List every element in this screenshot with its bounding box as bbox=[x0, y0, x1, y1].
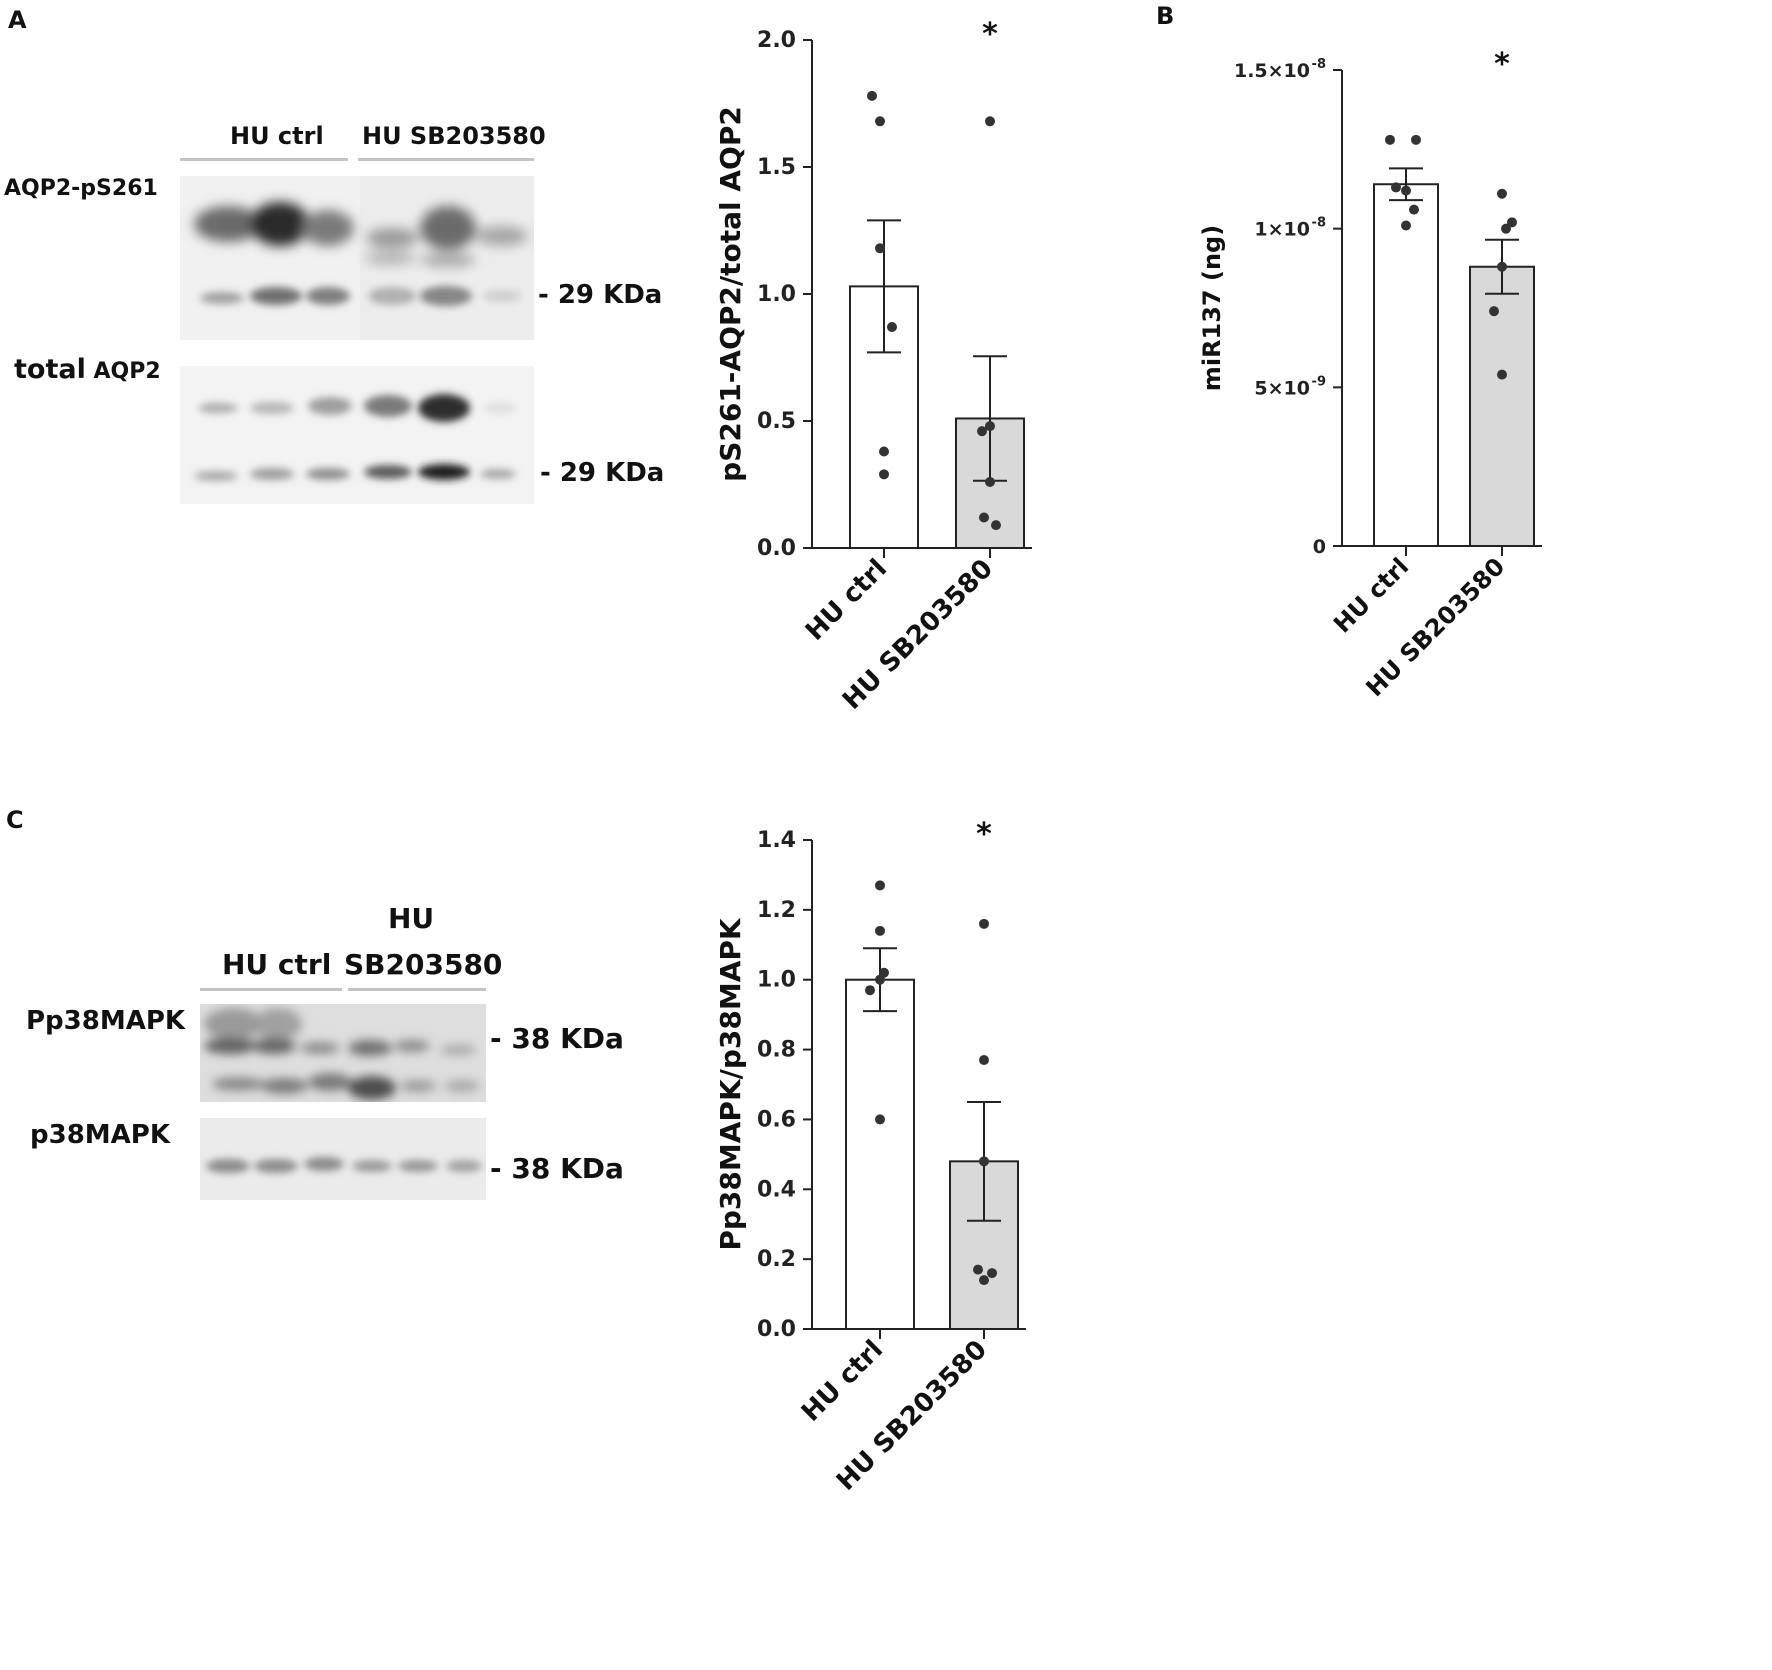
y-tick-exponent: -9 bbox=[1312, 374, 1326, 389]
panel-label-a: A bbox=[8, 6, 27, 34]
data-point bbox=[973, 1264, 983, 1275]
blot-c-lane-label-treated-line2: SB203580 bbox=[344, 948, 503, 981]
y-tick-exponent: -8 bbox=[1312, 57, 1326, 72]
blot-c-lane-label-treated-line1: HU bbox=[388, 902, 435, 935]
blot-c-lane-label-ctrl: HU ctrl bbox=[222, 948, 332, 981]
blot-c-kda-row1: - 38 KDa bbox=[490, 1022, 624, 1055]
data-point bbox=[875, 880, 885, 891]
y-tick-label: 0.4 bbox=[757, 1177, 796, 1202]
y-tick-label: 0.8 bbox=[757, 1038, 796, 1063]
y-axis-label: pS261-AQP2/total AQP2 bbox=[714, 106, 747, 482]
data-point bbox=[979, 512, 989, 523]
significance-marker: * bbox=[1494, 47, 1510, 82]
data-point bbox=[875, 116, 885, 127]
bar bbox=[845, 978, 915, 1330]
data-point bbox=[979, 1156, 989, 1167]
data-point bbox=[991, 520, 1001, 531]
data-point bbox=[875, 925, 885, 936]
blot-a-lane-label-ctrl: HU ctrl bbox=[230, 122, 324, 150]
blot-a-row2-label: total AQP2 bbox=[14, 354, 161, 385]
y-tick-label: 0.2 bbox=[757, 1247, 796, 1272]
y-tick-label: 5×10 bbox=[1254, 377, 1310, 399]
data-point bbox=[875, 243, 885, 254]
data-point bbox=[1497, 188, 1507, 199]
data-point bbox=[979, 918, 989, 929]
data-point bbox=[875, 974, 885, 985]
y-tick-label: 0.5 bbox=[757, 409, 796, 434]
blot-c-lane-line-ctrl bbox=[200, 988, 342, 991]
data-point bbox=[977, 426, 987, 437]
x-category-label: HU ctrl bbox=[796, 1335, 889, 1428]
bar bbox=[1373, 183, 1439, 548]
data-point bbox=[987, 1268, 997, 1279]
y-tick-label: 0.0 bbox=[757, 536, 796, 561]
bar-chart-a: 0.0 0.5 1.0 1.5 2.0 pS261-AQP2/total AQP2 HU c… bbox=[714, 17, 1032, 716]
y-tick-label: 1.2 bbox=[757, 898, 796, 923]
x-category-label: HU ctrl bbox=[800, 554, 893, 647]
y-tick-label: 0 bbox=[1313, 536, 1326, 558]
data-point bbox=[985, 421, 995, 432]
blot-a-total-image bbox=[180, 366, 534, 504]
data-point bbox=[1507, 217, 1517, 228]
y-tick-label: 1.0 bbox=[757, 968, 796, 993]
blot-c-phospho-image bbox=[200, 1004, 486, 1102]
blot-a-kda-row2: - 29 KDa bbox=[540, 458, 665, 488]
data-point bbox=[1501, 223, 1511, 234]
data-point bbox=[879, 446, 889, 457]
blot-c-kda-row2: - 38 KDa bbox=[490, 1152, 624, 1185]
data-point bbox=[985, 476, 995, 487]
data-point bbox=[1401, 185, 1411, 196]
y-tick-label: 1.5 bbox=[757, 155, 796, 180]
x-category-label: HU ctrl bbox=[1328, 552, 1414, 638]
blot-c-row1-label: Pp38MAPK bbox=[26, 1006, 186, 1036]
blot-a-kda-row1: - 29 KDa bbox=[538, 280, 663, 310]
blot-a-row2-label-part1: total bbox=[14, 354, 86, 385]
data-point bbox=[979, 1275, 989, 1286]
data-point bbox=[1385, 134, 1395, 145]
data-point bbox=[1401, 220, 1411, 231]
data-point bbox=[867, 90, 877, 101]
y-tick-label: 1.0 bbox=[757, 282, 796, 307]
data-point bbox=[1497, 369, 1507, 380]
panel-label-c: C bbox=[6, 806, 24, 834]
data-point bbox=[879, 469, 889, 480]
data-point bbox=[1497, 261, 1507, 272]
significance-marker: * bbox=[982, 17, 998, 52]
data-point bbox=[1409, 204, 1419, 215]
data-point bbox=[1411, 134, 1421, 145]
blot-c-total-image bbox=[200, 1118, 486, 1200]
y-tick-label: 1.5×10 bbox=[1234, 60, 1310, 82]
data-point bbox=[1489, 306, 1499, 317]
blot-a-pS261-image bbox=[180, 176, 534, 340]
y-tick-label: 1.4 bbox=[757, 828, 796, 853]
y-tick-exponent: -8 bbox=[1312, 216, 1326, 231]
data-point bbox=[865, 985, 875, 996]
y-tick-label: 2.0 bbox=[757, 28, 796, 53]
blot-a-lane-line-treated bbox=[358, 158, 534, 161]
data-point bbox=[985, 116, 995, 127]
y-tick-label: 0.6 bbox=[757, 1107, 796, 1132]
data-point bbox=[979, 1055, 989, 1066]
blot-a-lane-label-treated: HU SB203580 bbox=[362, 122, 546, 150]
bar-chart-c: 0.0 0.2 0.4 0.6 0.8 1.0 1.2 1.4 Pp38MAPK/p38MAPK… bbox=[714, 817, 1026, 1497]
data-point bbox=[1391, 182, 1401, 193]
data-point bbox=[887, 322, 897, 333]
y-axis-label: Pp38MAPK/p38MAPK bbox=[714, 917, 747, 1251]
blot-c-row2-label: p38MAPK bbox=[30, 1120, 170, 1150]
blot-a-row2-label-part2: AQP2 bbox=[93, 359, 161, 384]
panel-label-b: B bbox=[1156, 2, 1175, 30]
blot-a-lane-line-ctrl bbox=[180, 158, 348, 161]
bar bbox=[1469, 265, 1535, 547]
data-point bbox=[875, 1114, 885, 1125]
significance-marker: * bbox=[976, 817, 992, 852]
y-tick-label: 1×10 bbox=[1254, 219, 1310, 241]
y-axis-label: miR137 (ng) bbox=[1198, 225, 1226, 391]
blot-a-row1-label: AQP2-pS261 bbox=[4, 176, 158, 201]
y-tick-label: 0.0 bbox=[757, 1317, 796, 1342]
blot-c-lane-line-treated bbox=[348, 988, 486, 991]
